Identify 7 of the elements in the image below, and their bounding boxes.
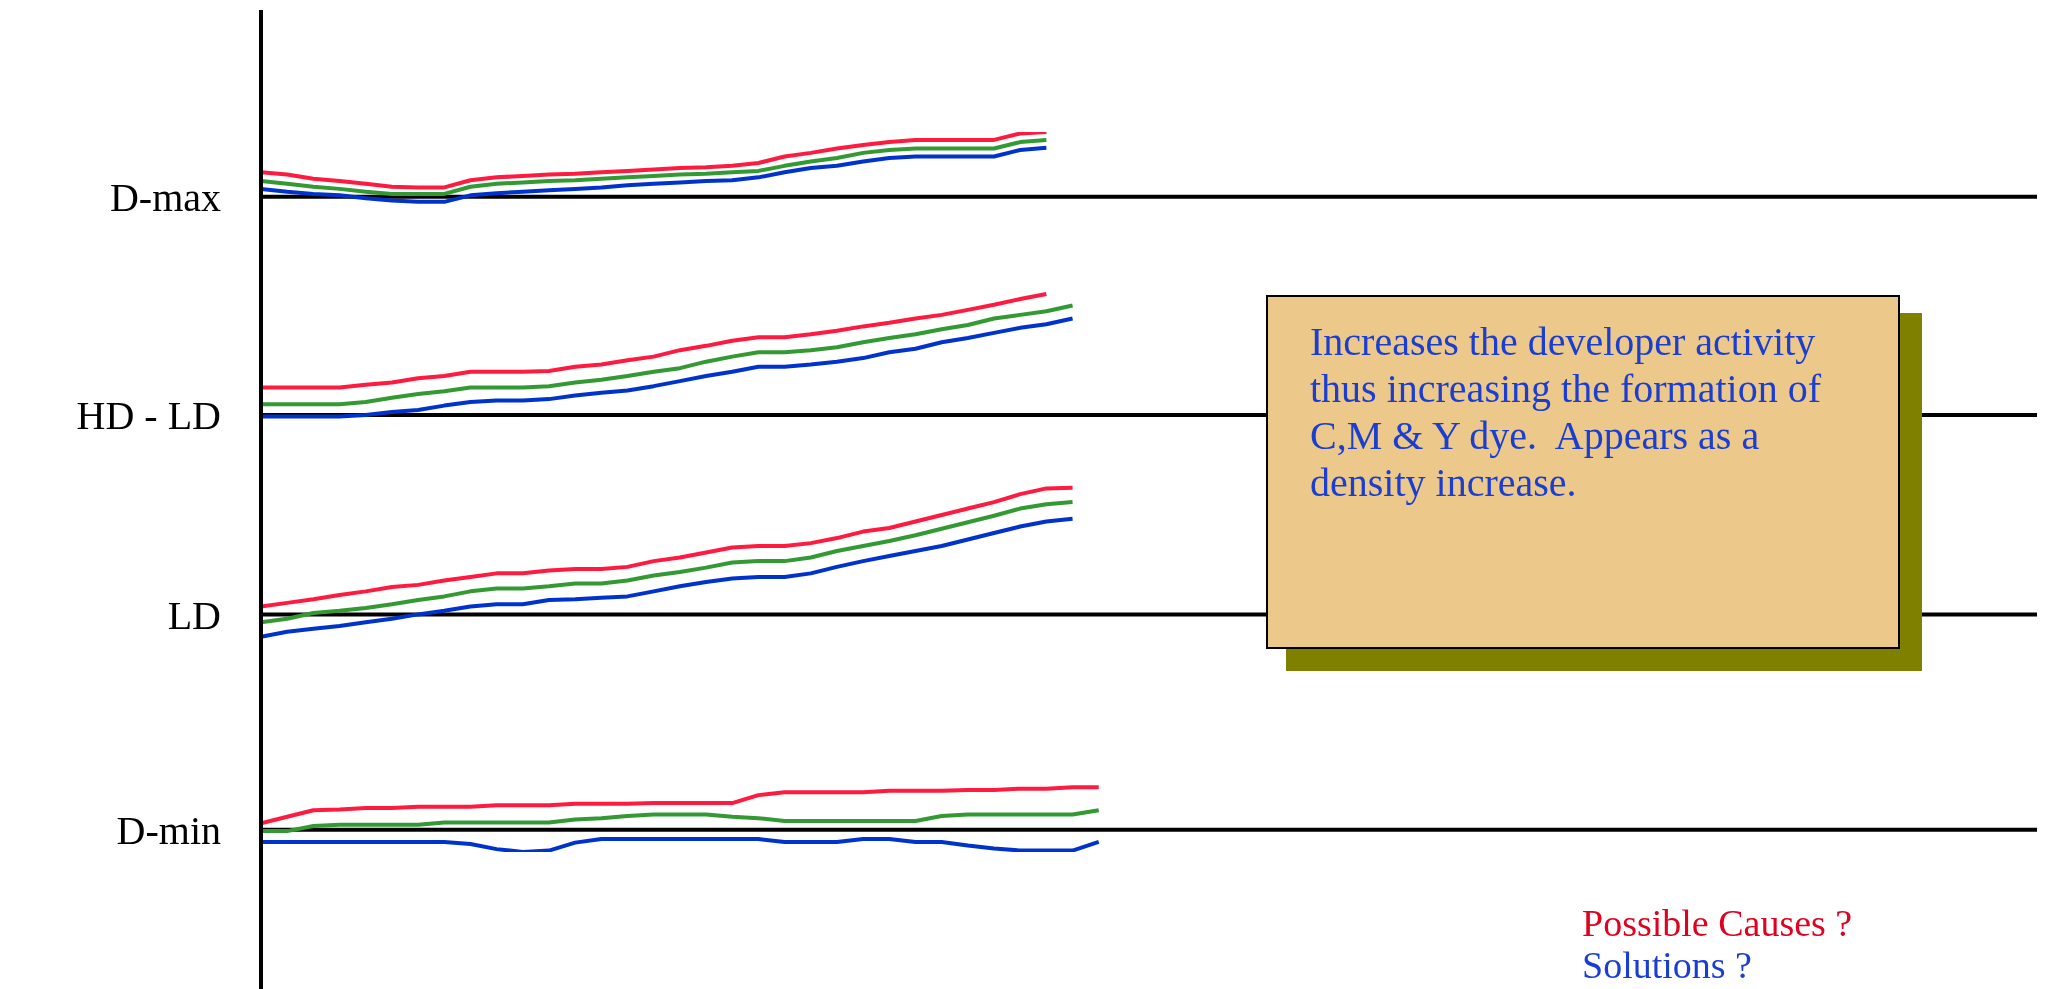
ref-line-label: LD: [167, 592, 221, 638]
text: Solutions ?: [1582, 944, 1752, 986]
ref-line-label: D-max: [109, 175, 221, 220]
ref-line-label: HD - LD: [76, 393, 221, 439]
ref-line-label: D-min: [116, 807, 221, 853]
text: Increases the developer activity thus increasing the formation of C,M & Y dye. Appears as a density increase.: [1310, 318, 1822, 506]
text: Possible Causes ?: [1582, 902, 1853, 944]
